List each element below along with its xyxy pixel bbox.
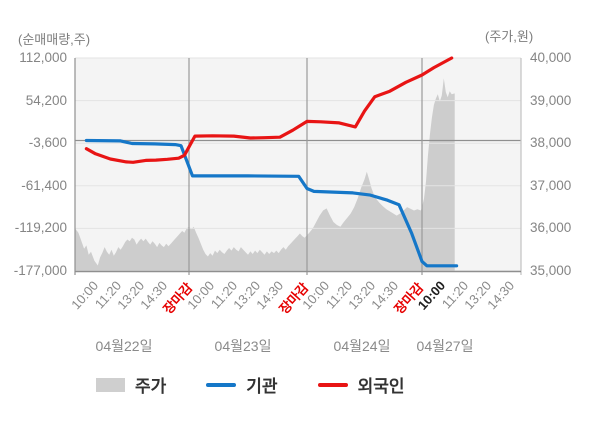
right-axis-tick: 37,000: [530, 177, 572, 193]
right-axis-title: (주가,원): [485, 29, 534, 44]
left-axis-tick: 112,000: [19, 50, 67, 65]
x-axis-day-label: 04월23일: [214, 338, 272, 354]
legend-item-foreigners[interactable]: 외국인: [317, 372, 405, 397]
legend-label-foreigners: 외국인: [357, 377, 405, 396]
price-area: [75, 78, 455, 272]
right-axis-tick: 39,000: [530, 92, 572, 108]
x-axis-day-label: 04월24일: [333, 338, 391, 354]
foreigners-line: [84, 56, 454, 164]
right-axis-tick: 36,000: [530, 220, 572, 236]
legend-item-institutions[interactable]: 기관: [206, 372, 278, 397]
left-axis-tick: -119,200: [14, 220, 67, 236]
right-axis-tick: 38,000: [530, 135, 572, 151]
plot-background: [75, 58, 521, 271]
left-axis-title: (순매매량,주): [18, 32, 91, 47]
legend-label-price: 주가: [135, 377, 167, 396]
legend-label-institutions: 기관: [246, 377, 278, 396]
foreigners-line-swatch: [317, 382, 348, 387]
left-axis-tick: 54,200: [25, 92, 67, 108]
institutions-line: [84, 138, 459, 268]
left-axis-tick: -61,400: [21, 177, 67, 193]
x-axis-day-label: 04월22일: [95, 338, 153, 354]
price-area-swatch: [96, 377, 125, 392]
legend-item-price[interactable]: 주가: [96, 372, 166, 397]
right-axis-tick: 35,000: [530, 263, 572, 278]
institutions-line-swatch: [206, 382, 237, 387]
x-axis-day-label: 04월27일: [416, 338, 474, 354]
right-axis-tick: 40,000: [530, 50, 572, 65]
left-axis-tick: -3,600: [28, 135, 67, 151]
left-axis-tick: -177,000: [13, 263, 67, 278]
legend: 주가 기관 외국인: [96, 372, 404, 397]
